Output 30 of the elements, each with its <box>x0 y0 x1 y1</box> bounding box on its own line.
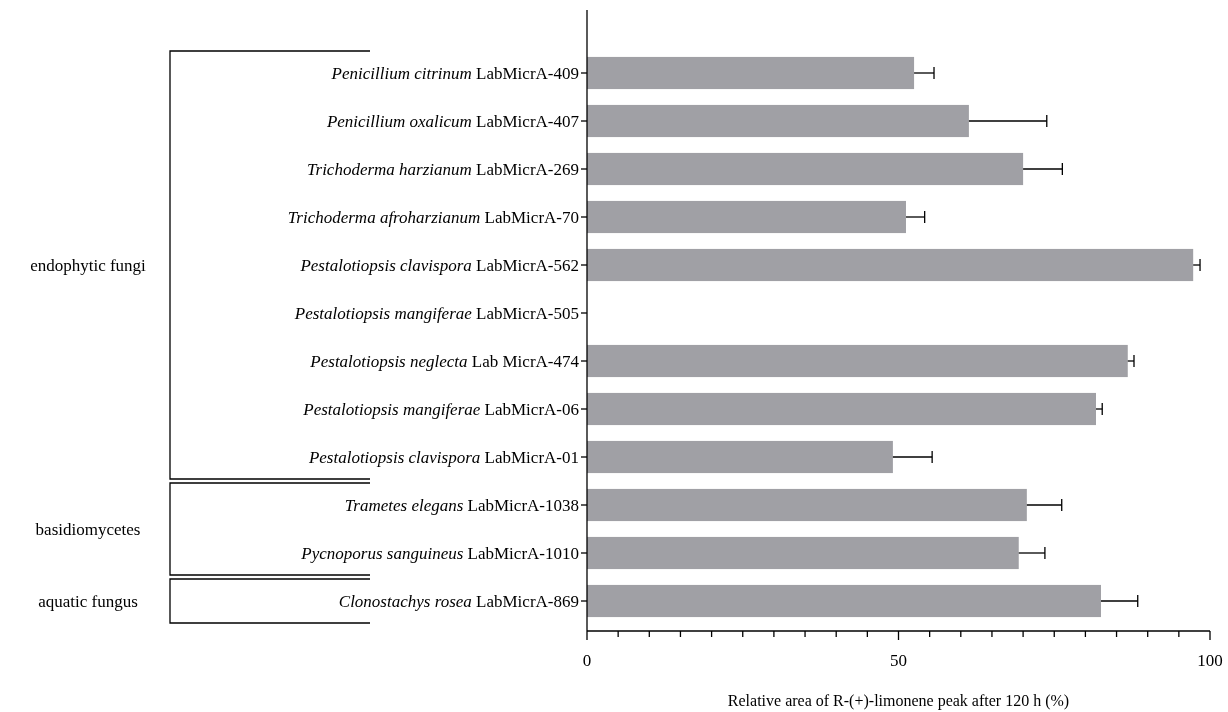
y-tick-label: Pestalotiopsis clavispora LabMicrA-01 <box>307 447 579 467</box>
y-tick-label: Trametes elegans LabMicrA-1038 <box>344 495 579 515</box>
bar <box>587 56 915 90</box>
x-tick-label: 0 <box>582 650 592 670</box>
bar <box>587 104 969 138</box>
bar <box>587 584 1101 618</box>
y-tick-label: Clonostachys rosea LabMicrA-869 <box>338 591 579 611</box>
y-tick-label: Penicillium citrinum LabMicrA-409 <box>330 63 579 83</box>
bar <box>587 440 893 474</box>
bar <box>587 344 1128 378</box>
y-tick-label: Pestalotiopsis mangiferae LabMicrA-505 <box>293 303 579 323</box>
text: endophytic fungi <box>30 255 147 275</box>
y-tick-label: Pestalotiopsis clavispora LabMicrA-562 <box>299 255 579 275</box>
y-tick-label: Pycnoporus sanguineus LabMicrA-1010 <box>300 543 579 563</box>
y-tick-label: Pestalotiopsis mangiferae LabMicrA-06 <box>302 399 579 419</box>
y-tick-label: Trichoderma harzianum LabMicrA-269 <box>307 159 579 179</box>
text: aquatic fungus <box>38 591 138 611</box>
x-axis-title: Relative area of R-(+)-limonene peak after 120 h (%) <box>727 691 1070 710</box>
bar <box>587 248 1194 282</box>
y-tick-label: Pestalotiopsis neglecta Lab MicrA-474 <box>309 351 580 371</box>
x-tick-label: 100 <box>1197 650 1223 670</box>
x-tick-label: 50 <box>890 650 907 670</box>
bar <box>587 200 906 234</box>
text: basidiomycetes <box>35 519 141 539</box>
bar <box>587 488 1027 522</box>
bar <box>587 392 1096 426</box>
bar <box>587 536 1019 570</box>
y-tick-label: Penicillium oxalicum LabMicrA-407 <box>325 111 580 131</box>
bar <box>587 152 1024 186</box>
y-tick-label: Trichoderma afroharzianum LabMicrA-70 <box>287 207 579 227</box>
